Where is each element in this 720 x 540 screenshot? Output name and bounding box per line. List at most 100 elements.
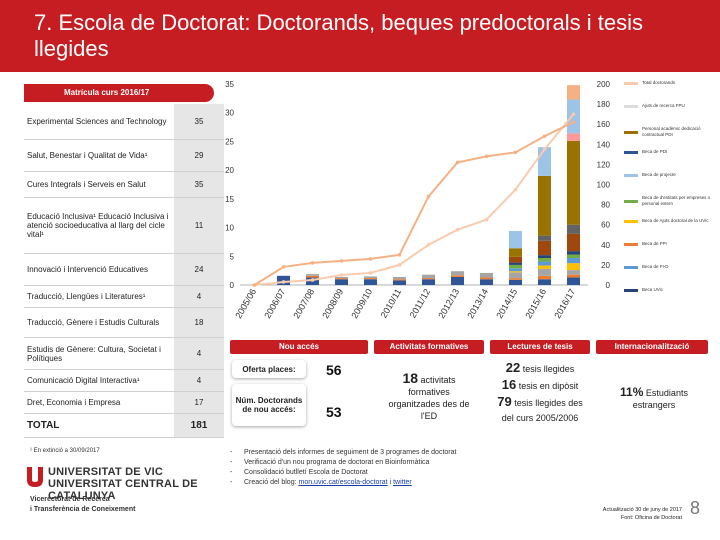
right-tick-label: 40 <box>601 241 610 250</box>
highlights-list: Presentació dels informes de seguiment d… <box>228 448 628 488</box>
bar-segment <box>508 231 523 249</box>
legend-label: Total doctorands <box>642 80 676 85</box>
line-point <box>455 160 460 165</box>
legend-label: Beca de PDI <box>642 149 668 154</box>
category-label: 2006/07 <box>262 287 287 320</box>
bar-segment <box>566 233 581 252</box>
blog-link[interactable]: mon.uvic.cat/escola-doctorat <box>298 479 388 486</box>
line-point <box>281 280 286 284</box>
bar-segment <box>566 140 581 225</box>
line-point <box>281 265 286 269</box>
bar-segment <box>508 279 523 285</box>
bar-segment <box>566 85 581 100</box>
right-tick-label: 0 <box>606 281 611 290</box>
bar-segment <box>421 274 436 279</box>
line-point <box>484 154 489 159</box>
blog-middle: i <box>389 479 392 486</box>
line-point <box>513 187 518 192</box>
row-label: Salut, Benestar i Qualitat de Vida¹ <box>27 151 148 160</box>
category-label: 2011/12 <box>408 287 433 320</box>
line-point <box>397 263 402 267</box>
bar-segment <box>305 275 320 278</box>
page-title: 7. Escola de Doctorat: Doctorands, beque… <box>34 10 643 61</box>
line-point <box>339 259 344 263</box>
bar-segment <box>479 272 494 278</box>
line-point <box>542 134 547 139</box>
bar-segment <box>537 175 552 236</box>
oferta-places-value: 56 <box>326 362 342 378</box>
legend-item: Beca de projecte <box>624 172 712 178</box>
row-label: Comunicació Digital Interactiva¹ <box>27 376 140 385</box>
table-row: Salut, Benestar i Qualitat de Vida¹ 29 <box>24 140 224 172</box>
activitats-line1: activitats <box>420 375 456 385</box>
category-label: 2014/15 <box>494 287 519 320</box>
row-label: Experimental Sciences and Technology <box>27 117 167 126</box>
row-label: Cures Integrals i Serveis en Salut <box>27 180 146 189</box>
row-label: Traducció, Llengües i Literatures¹ <box>27 292 146 301</box>
legend-item: Personal acadèmic dedicació contractual … <box>624 126 712 138</box>
legend-swatch <box>624 199 638 203</box>
right-tick-label: 180 <box>597 100 611 109</box>
bar-segment <box>363 279 378 285</box>
right-tick-label: 80 <box>601 201 610 210</box>
bar-segment <box>450 276 465 285</box>
bar-segment <box>508 278 523 280</box>
bar-segment <box>566 254 581 259</box>
table-row: Educació Inclusiva¹ Educació Inclusiva i… <box>24 198 224 254</box>
bar-segment <box>392 276 407 280</box>
right-tick-label: 120 <box>597 160 611 169</box>
bar-segment <box>537 265 552 269</box>
activitats-header: Activitats formatives <box>374 340 484 354</box>
line-point <box>571 120 576 124</box>
right-tick-label: 20 <box>601 261 610 270</box>
university-logo: UNIVERSITAT DE VIC UNIVERSITAT CENTRAL D… <box>26 462 266 532</box>
row-value: 24 <box>174 254 224 285</box>
bar-segment <box>392 280 407 285</box>
legend-item: Beca de Ajuts doctoral de la UVic <box>624 218 712 224</box>
university-name-1: UNIVERSITAT DE VIC <box>48 466 164 478</box>
row-label: Dret, Economia i Empresa <box>27 398 121 407</box>
bar-segment <box>566 270 581 275</box>
table-row: Traducció, Gènere i Estudis Culturals 18 <box>24 308 224 338</box>
legend-swatch <box>624 150 638 154</box>
legend-label: Beca de FPI <box>642 241 667 246</box>
line-point <box>368 257 373 261</box>
bar-segment <box>334 279 349 285</box>
row-value: 18 <box>174 308 224 337</box>
nou-acces-value: 53 <box>326 404 342 420</box>
vicerectorat-2: i Transferència de Coneixement <box>30 506 136 513</box>
update-info: Actualització 30 de juny de 2017 Font: O… <box>560 506 682 522</box>
table-row: Innovació i Intervenció Educatives 24 <box>24 254 224 286</box>
bar-segment <box>508 271 523 273</box>
legend-item: Beca de FPI <box>624 241 712 247</box>
list-item: Presentació dels informes de seguiment d… <box>228 448 628 458</box>
table-row: Comunicació Digital Interactiva¹ 4 <box>24 370 224 392</box>
activitats-line4: l'ED <box>420 411 438 421</box>
series-line <box>254 113 575 286</box>
twitter-link[interactable]: twitter <box>393 479 412 486</box>
category-label: 2009/10 <box>349 287 374 320</box>
bar-segment <box>566 251 581 255</box>
row-label: Estudis de Gènere: Cultura, Societat i P… <box>27 344 161 363</box>
row-label: Traducció, Gènere i Estudis Culturals <box>27 318 160 327</box>
row-label: Innovació i Intervenció Educatives <box>27 265 148 274</box>
legend-swatch <box>624 288 638 292</box>
bar-segment <box>363 278 378 280</box>
bar-segment <box>566 224 581 234</box>
line-point <box>542 147 547 152</box>
right-tick-label: 140 <box>597 140 611 149</box>
legend-label: Beca de FI-D <box>642 264 669 269</box>
lectures-n3: 79 <box>497 394 512 409</box>
bar-segment <box>450 275 465 277</box>
update-date: Actualització 30 de juny de 2017 <box>602 507 682 513</box>
university-name-2: UNIVERSITAT CENTRAL DE CATALUNYA <box>48 478 198 502</box>
bar-segment <box>479 279 494 285</box>
page-number: 8 <box>690 498 701 518</box>
legend-label: Beca UVic <box>642 287 663 292</box>
category-label: 2012/13 <box>436 287 461 320</box>
category-label: 2007/08 <box>291 287 316 320</box>
table-row: Experimental Sciences and Technology 35 <box>24 104 224 140</box>
row-value: 181 <box>174 414 224 437</box>
left-tick-label: 35 <box>225 80 234 89</box>
bar-segment <box>566 277 581 285</box>
